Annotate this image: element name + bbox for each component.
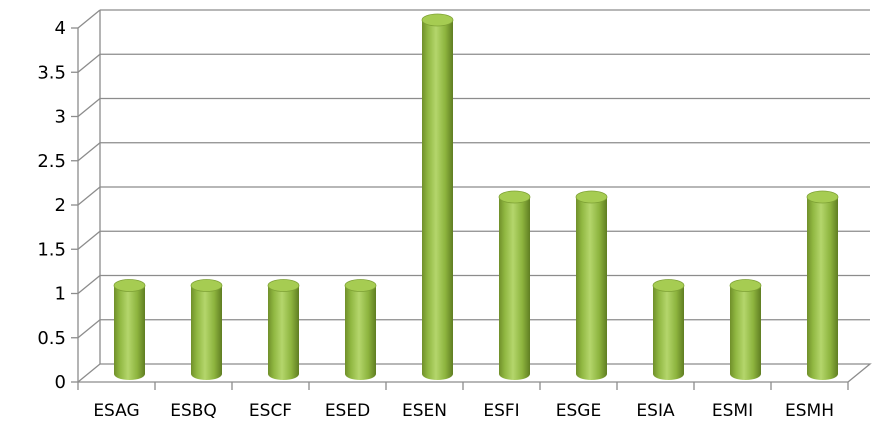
bars — [113, 13, 839, 380]
x-tick-label-ESED: ESED — [325, 401, 370, 421]
y-tick-label-7: 3.5 — [37, 62, 66, 83]
y-tick-labels: 0 0.5 1 1.5 2 2.5 3 3.5 4 — [37, 18, 66, 393]
x-tick-label-ESAG: ESAG — [93, 401, 139, 421]
bar-ESIA — [652, 279, 685, 380]
gridline-side-5 — [77, 142, 101, 162]
y-tick-label-5: 2.5 — [37, 151, 66, 172]
y-tick-label-1: 0.5 — [37, 328, 66, 349]
bar-cap-ESFI — [498, 190, 531, 204]
bar-ESEN — [421, 13, 454, 380]
bar-body-ESAG — [114, 285, 145, 380]
bar-ESMI — [729, 279, 762, 380]
x-tick-label-ESEN: ESEN — [402, 401, 447, 421]
bar-cap-ESBQ — [190, 279, 223, 292]
x-tick-label-ESMI: ESMI — [712, 401, 753, 421]
y-tick-label-6: 3 — [55, 107, 66, 128]
x-tick-labels: ESAG ESBQ ESCF ESED ESEN ESFI ESGE ESIA ESMI ESMH — [93, 401, 834, 421]
bar-body-ESBQ — [191, 285, 222, 380]
bar-body-ESIA — [653, 285, 684, 380]
bar-cap-ESED — [344, 279, 377, 292]
gridline-side-6 — [77, 97, 101, 118]
gridline-side-4 — [77, 186, 101, 206]
bar-ESED — [344, 279, 377, 380]
x-tick-label-ESGE: ESGE — [556, 401, 601, 421]
x-tick-label-ESFI: ESFI — [483, 401, 519, 421]
bar-cap-ESMI — [729, 279, 762, 292]
gridline-side-7 — [77, 53, 101, 73]
bar-ESBQ — [190, 279, 223, 380]
y-tick-label-2: 1 — [55, 284, 66, 305]
bar-cap-ESGE — [575, 190, 608, 204]
bar-cap-ESAG — [113, 279, 146, 292]
bar-body-ESED — [345, 285, 376, 380]
axes — [71, 10, 872, 390]
x-tick-label-ESCF: ESCF — [249, 401, 292, 421]
bar-ESFI — [498, 190, 531, 380]
bar-body-ESMI — [729, 285, 761, 380]
gridline-side-8 — [77, 9, 101, 29]
gridline-side-2 — [77, 274, 101, 295]
bar-body-ESCF — [268, 285, 299, 380]
gridlines — [77, 9, 870, 383]
x-tick-label-ESBQ: ESBQ — [170, 401, 217, 421]
bar-cap-ESMH — [806, 190, 839, 204]
bar-body-ESFI — [499, 197, 530, 380]
bar-ESGE — [575, 190, 608, 380]
bar-cap-ESCF — [267, 279, 300, 292]
bar-body-ESEN — [422, 20, 453, 380]
bar-body-ESGE — [576, 197, 607, 380]
y-tick-label-8: 4 — [55, 18, 66, 39]
bar-ESAG — [113, 279, 146, 380]
y-tick-label-0: 0 — [55, 372, 66, 393]
gridline-side-0 — [77, 363, 101, 383]
gridline-side-1 — [77, 319, 101, 339]
y-tick-label-4: 2 — [55, 195, 66, 216]
gridline-side-3 — [77, 230, 101, 250]
y-tick-label-3: 1.5 — [37, 239, 66, 260]
bar-cap-ESEN — [421, 13, 454, 27]
x-tick-label-ESMH: ESMH — [785, 401, 834, 421]
bar-ESCF — [267, 279, 300, 380]
x-tick-label-ESIA: ESIA — [636, 401, 675, 421]
bar-cap-ESIA — [652, 279, 685, 292]
bar-body-ESMH — [807, 197, 838, 380]
bar-ESMH — [806, 190, 839, 380]
